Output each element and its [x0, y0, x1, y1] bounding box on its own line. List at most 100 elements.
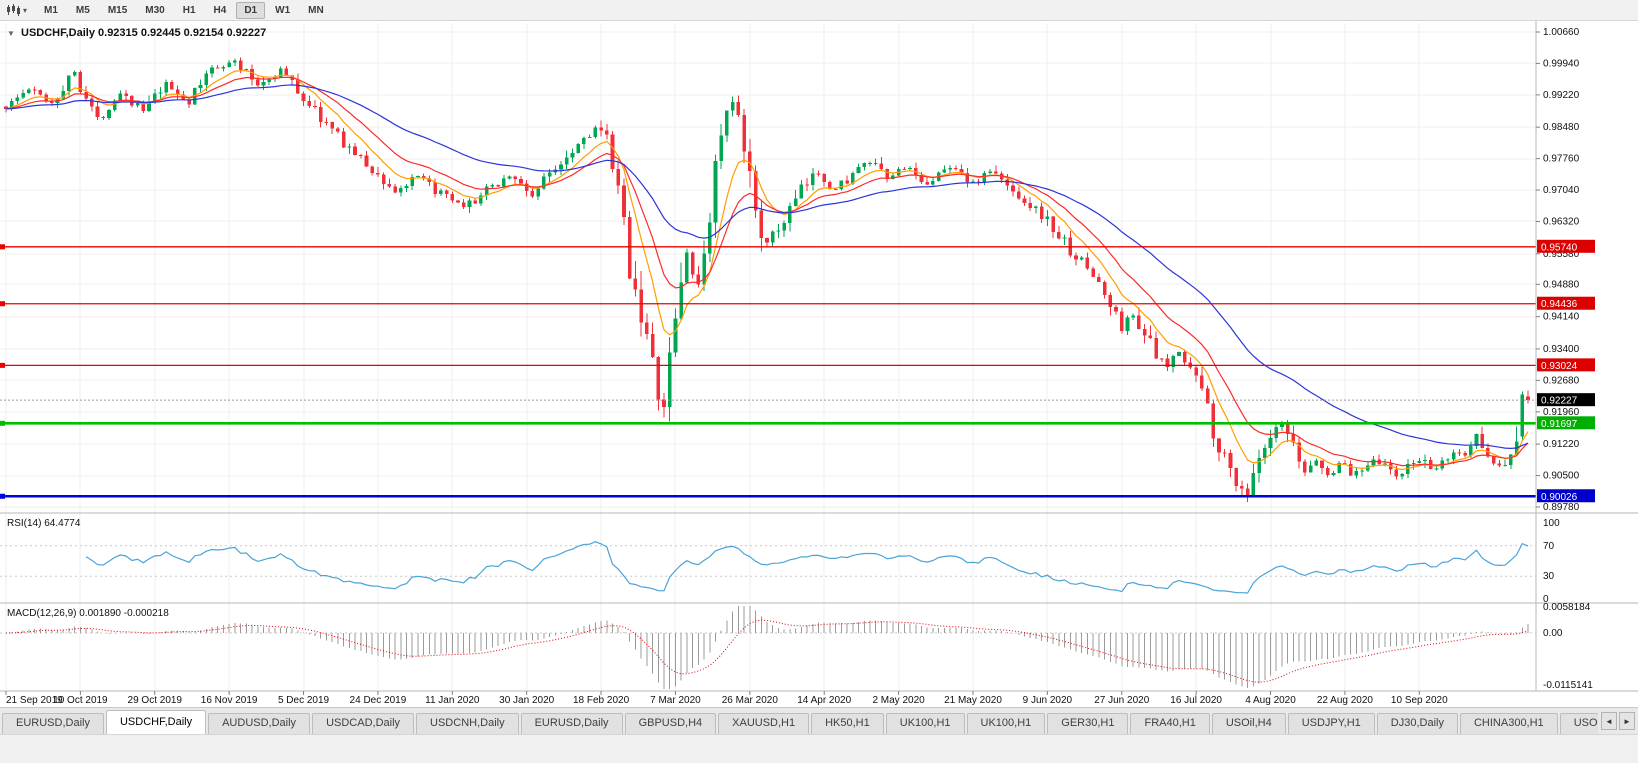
price-axis-label: 0.99940 — [1543, 58, 1580, 69]
price-badge-0.90026: 0.90026 — [1537, 489, 1595, 503]
rsi-axis-label: 30 — [1543, 571, 1555, 582]
date-label: 22 Aug 2020 — [1317, 695, 1374, 706]
macd-histogram — [11, 606, 1529, 689]
moving-average-40-line — [5, 84, 1529, 450]
svg-text:0.95740: 0.95740 — [1541, 242, 1578, 253]
macd-label: MACD(12,26,9) 0.001890 -0.000218 — [7, 608, 169, 619]
chart-tab-uk100-h1-9[interactable]: UK100,H1 — [885, 713, 965, 734]
chart-tab-eurusd-daily-5[interactable]: EURUSD,Daily — [520, 713, 623, 734]
line-handle-0.94436[interactable] — [0, 301, 5, 307]
svg-text:0.92227: 0.92227 — [1541, 396, 1578, 407]
date-label: 9 Jun 2020 — [1023, 695, 1073, 706]
chart-tab-ger30-h1-11[interactable]: GER30,H1 — [1047, 713, 1129, 734]
price-axis-label: 0.94140 — [1543, 312, 1580, 323]
price-axis-label: 0.96320 — [1543, 216, 1580, 227]
chart-tab-audusd-daily-2[interactable]: AUDUSD,Daily — [208, 713, 311, 734]
rsi-axis-label: 0 — [1543, 594, 1549, 605]
chart-tab-usoil-h4-13[interactable]: USOil,H4 — [1211, 713, 1286, 734]
chart-tab-usdcad-daily-3[interactable]: USDCAD,Daily — [312, 713, 415, 734]
moving-average-8-line — [5, 69, 1529, 471]
timeframe-button-h4[interactable]: H4 — [213, 4, 227, 16]
date-label: 16 Nov 2019 — [201, 695, 258, 706]
timeframe-buttons-group: M1 M5 M15 M30 H1 H4 D1 W1 MN — [35, 1, 333, 19]
macd-axis-label: -0.0115141 — [1543, 680, 1593, 691]
timeframe-button-m1[interactable]: M1 — [44, 4, 58, 16]
grid-lines — [0, 23, 1536, 691]
svg-text:0.93024: 0.93024 — [1541, 361, 1578, 372]
svg-text:0.90026: 0.90026 — [1541, 492, 1578, 503]
price-axis-label: 0.91220 — [1543, 439, 1580, 450]
date-label: 21 Sep 2019 — [6, 695, 63, 706]
line-handle-0.91697[interactable] — [0, 420, 5, 426]
candlestick-glyph — [7, 3, 20, 16]
macd-axis-label: 0.0058184 — [1543, 602, 1591, 613]
timeframe-button-m15[interactable]: M15 — [107, 4, 128, 16]
chart-tab-usdchf-daily-1[interactable]: USDCHF,Daily — [105, 710, 207, 734]
price-axis-label: 0.98480 — [1543, 122, 1580, 133]
chart-tab-usdjpy-h1-14[interactable]: USDJPY,H1 — [1287, 713, 1375, 734]
price-badge-0.94436: 0.94436 — [1537, 296, 1595, 310]
timeframe-button-mn[interactable]: MN — [308, 4, 324, 16]
symbol-ohlc-header: USDCHF,Daily 0.92315 0.92445 0.92154 0.9… — [21, 27, 266, 39]
chart-tab-hk50-h1-8[interactable]: HK50,H1 — [811, 713, 884, 734]
price-axis-label: 0.93400 — [1543, 344, 1580, 355]
rsi-label: RSI(14) 64.4774 — [7, 518, 81, 529]
collapse-subwindow-icon[interactable]: ▼ — [7, 29, 15, 38]
date-label: 7 Mar 2020 — [650, 695, 701, 706]
timeframe-button-m5[interactable]: M5 — [75, 4, 90, 16]
date-label: 24 Dec 2019 — [350, 695, 407, 706]
price-axis-label: 1.00660 — [1543, 27, 1580, 38]
date-label: 26 Mar 2020 — [722, 695, 779, 706]
chart-plot-area[interactable] — [0, 21, 1536, 691]
chart-tabs-bar: EURUSD,Daily USDCHF,Daily AUDUSD,Daily USDC… — [0, 707, 1638, 734]
chart-tab-xauusd-h1-7[interactable]: XAUUSD,H1 — [718, 713, 810, 734]
price-axis-label: 0.99220 — [1543, 90, 1580, 101]
price-axis-label: 0.90500 — [1543, 471, 1580, 482]
timeframe-button-d1[interactable]: D1 — [236, 1, 266, 19]
chart-canvas[interactable]: ▼ USDCHF,Daily 0.92315 0.92445 0.92154 0.… — [0, 21, 1638, 707]
price-axis[interactable]: 1.00660 0.99940 0.99220 0.98480 0.97760 0.970… — [1536, 27, 1593, 691]
rsi-axis-label: 70 — [1543, 541, 1555, 552]
chart-tab-usdcnh-daily-4[interactable]: USDCNH,Daily — [416, 713, 519, 734]
date-label: 5 Dec 2019 — [278, 695, 330, 706]
date-label: 11 Jan 2020 — [425, 695, 480, 706]
line-handle-0.93024[interactable] — [0, 362, 5, 368]
chart-tab-gbpusd-h4-6[interactable]: GBPUSD,H4 — [624, 713, 717, 734]
status-bar — [0, 734, 1638, 763]
rsi-axis-label: 100 — [1543, 518, 1560, 529]
date-label: 10 Oct 2019 — [53, 695, 108, 706]
price-badge-0.93024: 0.93024 — [1537, 358, 1595, 372]
date-label: 4 Aug 2020 — [1245, 695, 1296, 706]
price-axis-label: 0.95580 — [1543, 249, 1580, 260]
price-badge-0.95740: 0.95740 — [1537, 239, 1595, 253]
timeframe-button-h1[interactable]: H1 — [182, 4, 196, 16]
price-badge-0.91697: 0.91697 — [1537, 416, 1595, 430]
current-price-badge: 0.92227 — [1537, 393, 1595, 407]
chart-area: ▼ USDCHF,Daily 0.92315 0.92445 0.92154 0.… — [0, 21, 1638, 707]
chart-tab-fra40-h1-12[interactable]: FRA40,H1 — [1130, 713, 1210, 734]
date-label: 10 Sep 2020 — [1391, 695, 1448, 706]
date-label: 2 May 2020 — [872, 695, 925, 706]
candlestick-chart-icon[interactable] — [4, 2, 22, 18]
timeframe-button-w1[interactable]: W1 — [275, 4, 291, 16]
chart-type-dropdown-icon[interactable]: ▾ — [23, 5, 28, 15]
date-label: 18 Feb 2020 — [573, 695, 630, 706]
chart-tabs-strip: EURUSD,Daily USDCHF,Daily AUDUSD,Daily USDC… — [2, 710, 1636, 734]
moving-average-16-line — [5, 76, 1529, 467]
svg-text:0.94436: 0.94436 — [1541, 299, 1578, 310]
timeframe-button-m30[interactable]: M30 — [145, 4, 165, 16]
svg-text:0.91697: 0.91697 — [1541, 419, 1578, 430]
line-handle-0.95740[interactable] — [0, 244, 5, 250]
chart-tab-eurusd-daily-0[interactable]: EURUSD,Daily — [2, 713, 104, 734]
chart-tab-china300-h1-16[interactable]: CHINA300,H1 — [1459, 713, 1558, 734]
chart-tab-dj30-daily-15[interactable]: DJ30,Daily — [1376, 713, 1458, 734]
line-handle-0.90026[interactable] — [0, 493, 5, 499]
price-axis-label: 0.97760 — [1543, 154, 1580, 165]
tabs-scroll-right-icon[interactable]: ► — [1619, 712, 1635, 730]
chart-tab-uk100-h1-10[interactable]: UK100,H1 — [966, 713, 1046, 734]
rsi-line — [85, 541, 1529, 594]
tab-scroll-arrows: ◄ ► — [1598, 708, 1638, 734]
tabs-scroll-left-icon[interactable]: ◄ — [1601, 712, 1617, 730]
